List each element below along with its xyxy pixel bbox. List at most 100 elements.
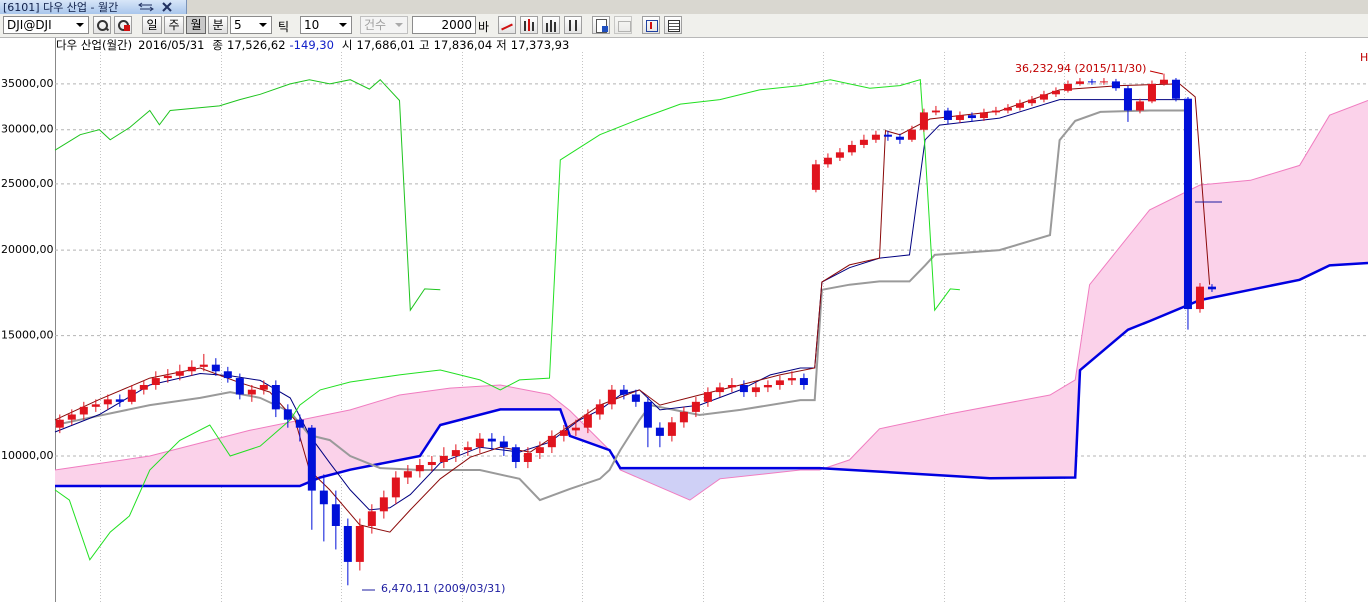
y-tick-label: 25000,00 [1, 177, 54, 190]
candle-body [583, 414, 592, 428]
candle-body [571, 427, 580, 431]
candle-body [943, 110, 952, 120]
candle-body [127, 389, 136, 402]
candle-body [523, 453, 532, 462]
edge-label: H [1360, 51, 1368, 64]
candle-body [475, 438, 484, 448]
candle-body [703, 392, 712, 402]
candle-body [427, 461, 436, 466]
window-tab[interactable]: [6101] 다우 산업 - 월간 [0, 0, 187, 14]
candle-body [199, 364, 208, 367]
close-label: 종 [212, 38, 223, 52]
candle-body [103, 399, 112, 405]
high-value: 17,836,04 [434, 38, 493, 52]
candle-body [991, 110, 1000, 113]
tick-text: 10 [304, 18, 320, 32]
candle-body [211, 364, 220, 372]
candle-body [307, 427, 316, 491]
window-title: [6101] 다우 산업 - 월간 [3, 1, 119, 14]
candle-body [487, 438, 496, 442]
tab-icons [138, 2, 172, 12]
candle-body [859, 139, 868, 145]
info-name: 다우 산업(월간) [56, 38, 132, 52]
low-value: 17,373,93 [511, 38, 570, 52]
candle-body [595, 404, 604, 415]
count-combo[interactable]: 건수 [360, 16, 408, 34]
tool-button[interactable] [564, 16, 582, 34]
tool-button[interactable] [664, 16, 682, 34]
chart-background [0, 37, 1368, 602]
candle-body [463, 447, 472, 451]
candle-body [955, 115, 964, 120]
close-icon[interactable] [162, 2, 172, 12]
candle-body [1075, 81, 1084, 84]
y-tick-label: 10000,00 [1, 449, 54, 462]
candle-body [511, 447, 520, 462]
candle-body [415, 465, 424, 472]
count-label: 건수 [364, 18, 387, 32]
candle-body [631, 394, 640, 402]
candle-body [751, 387, 760, 393]
tool-button[interactable] [520, 16, 538, 34]
minute-combo[interactable]: 5 [230, 16, 272, 34]
tick-combo[interactable]: 10 [300, 16, 352, 34]
candle-body [403, 471, 412, 478]
candle-body [691, 401, 700, 412]
indicator-line [55, 261, 1368, 488]
candle-body [895, 136, 904, 140]
candle-body [1135, 101, 1144, 111]
candle-body [979, 112, 988, 119]
period-button[interactable]: 주 [164, 16, 184, 34]
count-text: 2000 [441, 18, 472, 32]
candle-body [271, 384, 280, 410]
count-input[interactable]: 2000 [412, 16, 476, 34]
candle-body [115, 399, 124, 402]
annotation: 36,232,94 (2015/11/30) [1015, 62, 1146, 75]
candle-body [655, 427, 664, 436]
candle-body [679, 411, 688, 423]
search-red-button[interactable] [114, 16, 132, 34]
symbol-combo[interactable]: DJI@DJI [3, 16, 89, 34]
tool-button[interactable] [498, 16, 516, 34]
candle-body [247, 389, 256, 395]
candle-body [1159, 79, 1168, 84]
period-button[interactable]: 월 [186, 16, 206, 34]
tool-button[interactable] [642, 16, 660, 34]
high-label: 고 [419, 38, 430, 52]
candle-body [883, 134, 892, 137]
close-value: 17,526,62 [227, 38, 286, 52]
period-button[interactable]: 일 [142, 16, 162, 34]
tab-bar: [6101] 다우 산업 - 월간 [0, 0, 1368, 14]
candle-body [559, 430, 568, 436]
link-icon[interactable] [138, 2, 154, 12]
candle-body [319, 490, 328, 505]
tool-button[interactable] [542, 16, 560, 34]
candle-body [907, 129, 916, 140]
indicator-line [54, 79, 441, 312]
period-button[interactable]: 분 [208, 16, 228, 34]
annotation-arrow [1149, 70, 1164, 75]
candle-body [295, 419, 304, 428]
tool-button[interactable] [592, 16, 610, 34]
candle-body [1099, 81, 1108, 83]
candle-body [1171, 79, 1180, 99]
candle-body [799, 378, 808, 385]
symbol-text: DJI@DJI [7, 18, 52, 32]
search-button[interactable] [93, 16, 111, 34]
candle-body [739, 384, 748, 393]
candle-body [223, 371, 232, 379]
open-value: 17,686,01 [357, 38, 416, 52]
tool-button[interactable] [614, 16, 632, 34]
minute-text: 5 [234, 18, 242, 32]
candle-body [331, 504, 340, 526]
toolbar: DJI@DJI 일 주 월 분 5 틱 10 건수 2000 바 [0, 14, 1368, 38]
candle-body [79, 406, 88, 415]
low-label: 저 [496, 38, 507, 52]
candle-body [835, 152, 844, 158]
candle-body [139, 384, 148, 390]
candle-body [499, 441, 508, 448]
candle-body [1051, 90, 1060, 95]
candle-body [1015, 103, 1024, 108]
candle-body [919, 112, 928, 130]
